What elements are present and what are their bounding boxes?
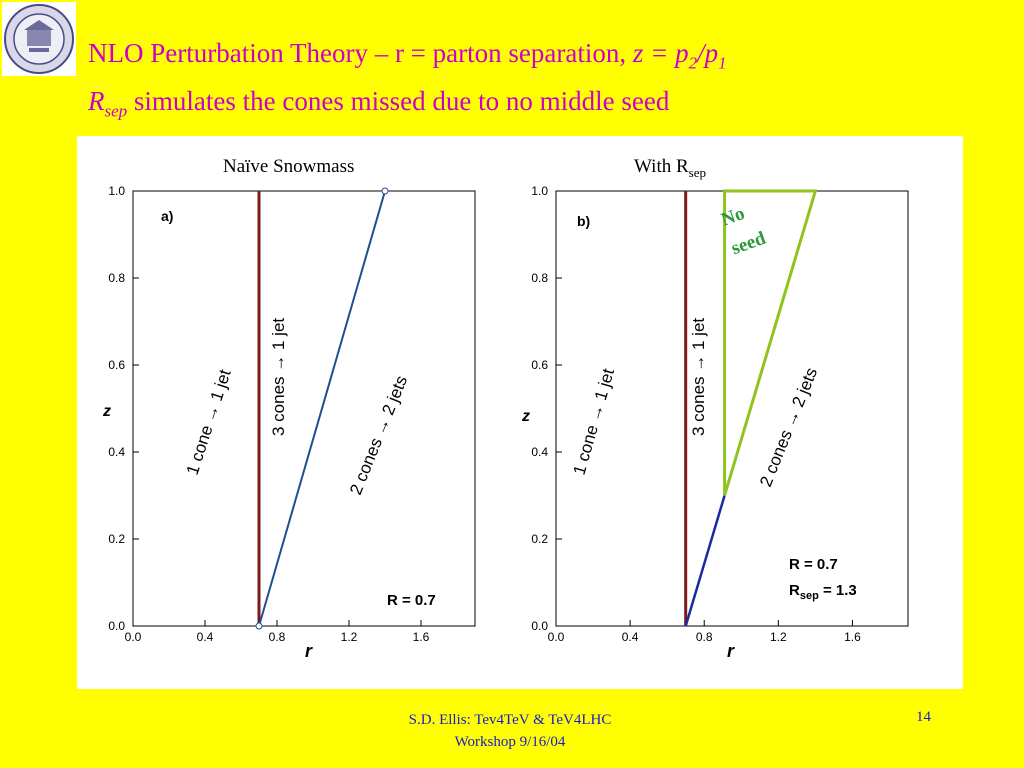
plot-a-x-ticks: 0.0 0.4 0.8 1.2 1.6 — [125, 620, 430, 644]
x-tick-label: 1.6 — [413, 630, 430, 644]
y-tick-label: 0.0 — [531, 619, 548, 633]
x-tick-label: 0.8 — [696, 630, 713, 644]
plot-a-frame — [132, 190, 476, 627]
figure-panel: Naïve Snowmass With Rsep 0.0 0.2 0.4 0.6 0.8… — [77, 136, 963, 689]
plot-a-region-left: 1 cone → 1 jet — [183, 367, 235, 477]
plot-b-region-left: 1 cone → 1 jet — [570, 366, 619, 477]
plot-b-no-seed-line1: No — [718, 203, 747, 231]
x-tick-label: 0.4 — [197, 630, 214, 644]
x-tick-label: 1.2 — [341, 630, 358, 644]
plot-b-frame — [555, 190, 909, 627]
x-tick-label: 0.0 — [125, 630, 142, 644]
plot-b-no-seed-triangle — [723, 189, 818, 496]
plot-b: 0.00.20.40.60.81.0 0.0 0.4 0.8 1.2 1.6 b) r … — [521, 184, 909, 661]
university-seal-icon — [2, 2, 76, 76]
plot-b-region-middle: 3 cones → 1 jet — [689, 318, 708, 436]
y-tick-label: 0.2 — [531, 532, 548, 546]
plot-b-no-seed-line2: seed — [729, 228, 769, 260]
plot-a: 0.00.20.40.60.81.0 0.0 0.4 0.8 1.2 1.6 a) r … — [102, 184, 476, 661]
plot-a-xlabel: r — [305, 641, 313, 661]
plot-a-endpoint-top — [381, 187, 389, 195]
footer: S.D. Ellis: Tev4TeV & TeV4LHC Workshop 9… — [340, 709, 680, 753]
plot-b-heading: With Rsep — [634, 156, 706, 180]
x-tick-label: 0.0 — [548, 630, 565, 644]
plot-b-diagonal-segment — [684, 495, 726, 627]
plot-a-diagonal-line — [258, 190, 386, 627]
plot-a-region-middle: 3 cones → 1 jet — [269, 318, 288, 436]
plot-a-y-ticks: 0.0 0.2 0.4 0.6 0.8 1.0 — [108, 184, 139, 633]
x-tick-label: 0.4 — [622, 630, 639, 644]
plots-svg: 0.00.20.40.60.81.0 0.0 0.4 0.8 1.2 1.6 a) r … — [102, 184, 909, 661]
y-tick-label: 1.0 — [108, 184, 125, 198]
title-line-1: NLO Perturbation Theory – r = parton sep… — [88, 38, 727, 73]
plot-b-y-ticks: 0.0 0.2 0.4 0.6 0.8 1.0 — [531, 184, 562, 633]
x-tick-label: 1.6 — [844, 630, 861, 644]
y-tick-label: 0.0 — [108, 619, 125, 633]
y-tick-label: 0.4 — [108, 445, 125, 459]
plot-b-ylabel: z — [521, 408, 530, 425]
page-number: 14 — [916, 709, 931, 725]
plot-b-panel-label: b) — [577, 213, 590, 229]
y-tick-label: 0.2 — [108, 532, 125, 546]
plot-a-panel-label: a) — [161, 208, 173, 224]
y-tick-label: 0.6 — [531, 358, 548, 372]
footer-line-1: S.D. Ellis: Tev4TeV & TeV4LHC — [408, 712, 612, 728]
plot-b-region-right: 2 cones → 2 jets — [756, 365, 821, 490]
x-tick-label: 1.2 — [770, 630, 787, 644]
plot-a-endpoint-bottom — [255, 622, 263, 630]
plot-a-region-right: 2 cones → 2 jets — [346, 373, 411, 498]
y-tick-label: 0.4 — [531, 445, 548, 459]
x-tick-label: 0.8 — [269, 630, 286, 644]
plot-b-x-ticks: 0.0 0.4 0.8 1.2 1.6 — [548, 620, 861, 644]
plot-b-param-r: R = 0.7 — [789, 556, 838, 573]
plot-a-ylabel: z — [102, 403, 111, 420]
slide-title: NLO Perturbation Theory – r = parton sep… — [88, 34, 727, 131]
footer-line-2: Workshop 9/16/04 — [454, 734, 566, 750]
y-tick-label: 0.8 — [108, 271, 125, 285]
plot-b-xlabel: r — [727, 641, 735, 661]
title-line-2: Rsep simulates the cones missed due to n… — [88, 86, 670, 121]
plot-b-param-rsep: Rsep = 1.3 — [789, 582, 857, 602]
plot-a-param: R = 0.7 — [387, 592, 436, 609]
y-tick-label: 0.8 — [531, 271, 548, 285]
y-tick-label: 0.6 — [108, 358, 125, 372]
plot-a-heading: Naïve Snowmass — [223, 156, 355, 177]
y-tick-label: 1.0 — [531, 184, 548, 198]
